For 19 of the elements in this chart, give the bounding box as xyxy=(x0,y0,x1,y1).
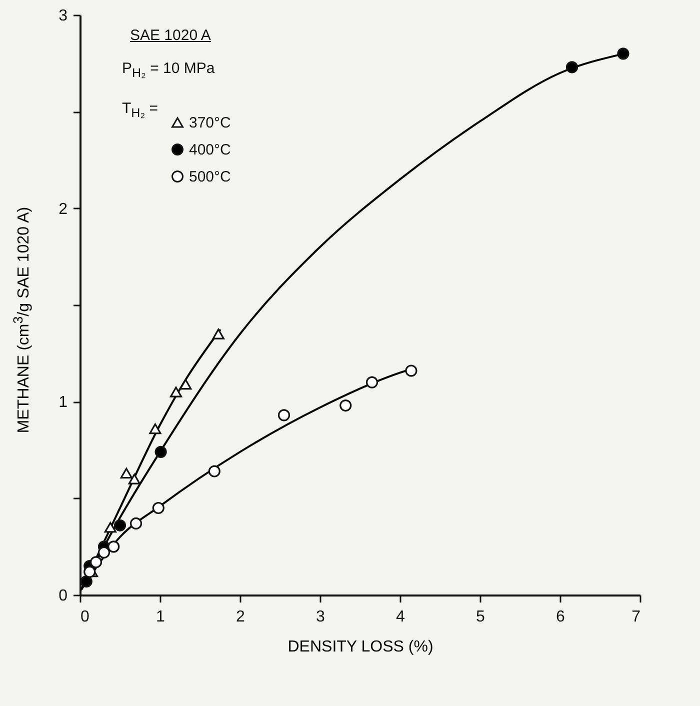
x-tick-label: 7 xyxy=(632,608,641,626)
y-tick-label: 3 xyxy=(58,8,68,24)
x-tick-label: 4 xyxy=(396,608,406,626)
legend-label: 500°C xyxy=(189,168,232,186)
legend-label: 400°C xyxy=(189,142,232,158)
x-tick-label: 0 xyxy=(80,608,90,626)
y-tick-label: 2 xyxy=(58,200,68,218)
annotation: P$_{H₂}$ = 10 MPa xyxy=(122,60,215,80)
y-tick-label: 1 xyxy=(58,394,68,412)
x-tick-label: 3 xyxy=(316,608,326,626)
y-tick-label: 0 xyxy=(58,588,68,604)
x-tick-label: 5 xyxy=(476,608,486,626)
annotation: T$_{H₂}$ = xyxy=(122,100,158,120)
legend-title: SAE 1020 A xyxy=(130,27,211,44)
x-axis-title: DENSITY LOSS (%) xyxy=(288,638,434,656)
x-tick-label: 2 xyxy=(236,608,246,626)
legend-label: 370°C xyxy=(189,114,232,132)
x-tick-label: 6 xyxy=(556,608,566,626)
x-tick-label: 1 xyxy=(156,608,166,626)
